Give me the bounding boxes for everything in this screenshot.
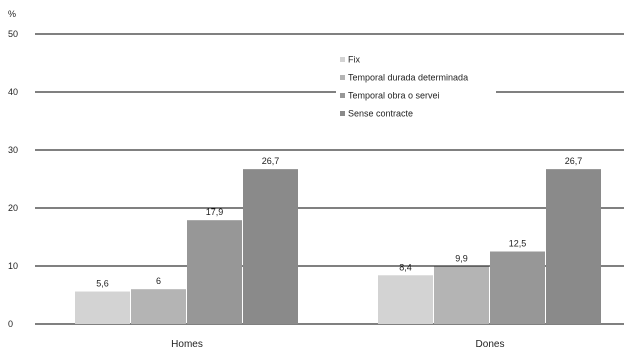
y-tick-label: 50 [8,29,18,39]
data-label: 8,4 [399,262,412,272]
y-tick-label: 0 [8,319,13,329]
y-tick-label: 30 [8,145,18,155]
legend: Fix Temporal durada determinada Temporal o… [336,52,496,126]
category-label: Dones [476,339,505,350]
data-label: 26,7 [262,156,280,166]
bar [131,289,186,324]
legend-swatch [340,111,345,116]
legend-label: Temporal obra o servei [348,91,440,101]
data-label: 17,9 [206,207,224,217]
y-axis-label: % [8,9,16,19]
data-label: 26,7 [565,156,583,166]
legend-box [336,52,496,126]
y-tick-labels: 0 10 20 30 40 50 [8,29,18,329]
legend-label: Fix [348,55,360,65]
category-labels: Homes Dones [171,339,504,350]
bar [434,266,489,324]
data-label: 9,9 [455,254,468,264]
y-tick-label: 10 [8,261,18,271]
bar [490,251,545,324]
data-label: 6 [156,276,161,286]
legend-swatch [340,57,345,62]
legend-swatch [340,75,345,80]
bar [546,169,601,324]
data-label: 5,6 [96,279,109,289]
legend-swatch [340,93,345,98]
category-label: Homes [171,339,203,350]
bars [75,169,601,324]
bar [378,275,433,324]
legend-label: Temporal durada determinada [348,73,468,83]
bar [75,291,130,324]
y-tick-label: 40 [8,87,18,97]
value-labels: 5,6 6 17,9 26,7 8,4 9,9 12,5 26,7 [96,156,582,288]
legend-label: Sense contracte [348,109,413,119]
data-label: 12,5 [509,239,527,249]
bar [243,169,298,324]
y-tick-label: 20 [8,203,18,213]
bar [187,220,242,324]
